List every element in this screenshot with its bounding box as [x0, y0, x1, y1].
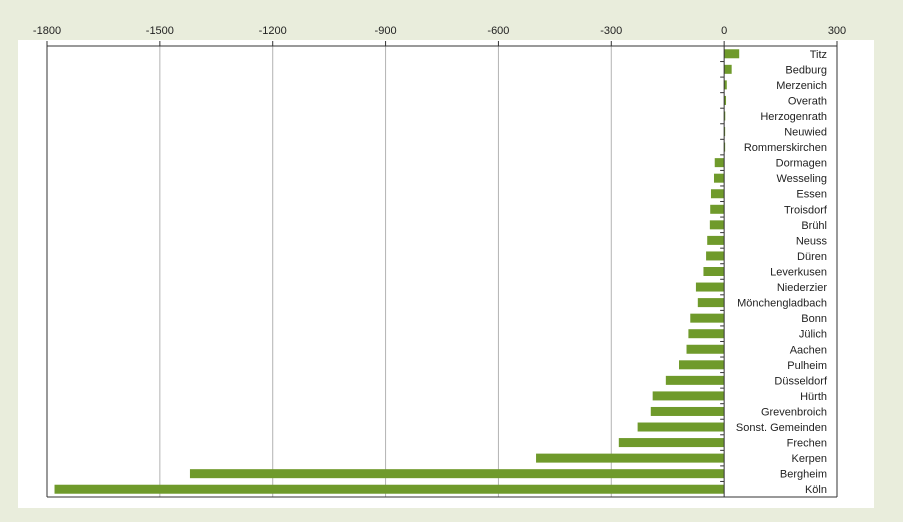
category-label: Neuwied — [784, 127, 827, 139]
category-label: Essen — [796, 189, 827, 201]
category-label: Pulheim — [787, 360, 827, 372]
x-tick-label: -600 — [487, 25, 509, 37]
category-label: Mönchengladbach — [737, 298, 827, 310]
category-label: Leverkusen — [770, 267, 827, 279]
category-labels: Titz Bedburg Merzenich Overath Herzogenrath N… — [736, 49, 828, 496]
category-label: Kerpen — [792, 453, 827, 465]
bar — [637, 422, 725, 432]
bar — [536, 453, 725, 463]
gridlines — [159, 46, 612, 497]
category-label: Dormagen — [776, 158, 827, 170]
category-label: Frechen — [787, 438, 827, 450]
category-label: Aachen — [790, 344, 827, 356]
bar — [650, 406, 725, 416]
bar — [652, 391, 725, 401]
bar — [688, 329, 725, 339]
x-tick-label: 300 — [828, 25, 846, 37]
bars — [54, 49, 740, 494]
category-label: Brühl — [801, 220, 827, 232]
category-label: Jülich — [799, 329, 827, 341]
x-tick-label: -1800 — [33, 25, 61, 37]
bar — [618, 438, 725, 448]
x-tick-label: 0 — [721, 25, 727, 37]
category-label: Bedburg — [785, 64, 827, 76]
category-label: Sonst. Gemeinden — [736, 422, 827, 434]
category-label: Wesseling — [776, 173, 827, 185]
bar — [695, 282, 725, 292]
category-label: Niederzier — [777, 282, 827, 294]
x-tick-label: -1500 — [146, 25, 174, 37]
category-label: Troisdorf — [784, 204, 828, 216]
category-label: Rommerskirchen — [744, 142, 827, 154]
bar — [724, 49, 740, 59]
bar — [697, 298, 725, 308]
bar — [724, 95, 727, 105]
bar — [707, 235, 725, 245]
bar — [690, 313, 725, 323]
bar — [686, 344, 725, 354]
x-axis-ticks: -1800 -1500 -1200 -900 -600 -300 0 300 — [33, 25, 846, 46]
category-label: Düren — [797, 251, 827, 263]
category-label: Bergheim — [780, 469, 827, 481]
x-tick-label: -300 — [600, 25, 622, 37]
category-label: Düsseldorf — [774, 375, 828, 387]
bar — [710, 204, 725, 214]
category-label: Hürth — [800, 391, 827, 403]
bar — [710, 189, 725, 199]
bar — [706, 251, 725, 261]
category-label: Neuss — [796, 235, 828, 247]
plot-area — [18, 40, 874, 508]
category-label: Titz — [810, 49, 827, 61]
bar — [679, 360, 725, 370]
bar — [54, 484, 725, 494]
category-label: Herzogenrath — [760, 111, 827, 123]
bar — [724, 111, 726, 121]
x-tick-label: -900 — [375, 25, 397, 37]
bar — [713, 173, 725, 183]
bar — [703, 267, 725, 276]
bar — [189, 469, 725, 479]
bar — [709, 220, 725, 230]
category-label: Bonn — [801, 313, 827, 325]
category-label: Köln — [805, 484, 827, 496]
bar — [665, 375, 725, 385]
category-label: Overath — [788, 95, 827, 107]
bar — [714, 158, 725, 168]
x-tick-label: -1200 — [259, 25, 287, 37]
category-label: Merzenich — [776, 80, 827, 92]
category-label: Grevenbroich — [761, 406, 827, 418]
bar — [724, 64, 732, 74]
bar — [724, 80, 727, 90]
axes — [46, 45, 838, 498]
